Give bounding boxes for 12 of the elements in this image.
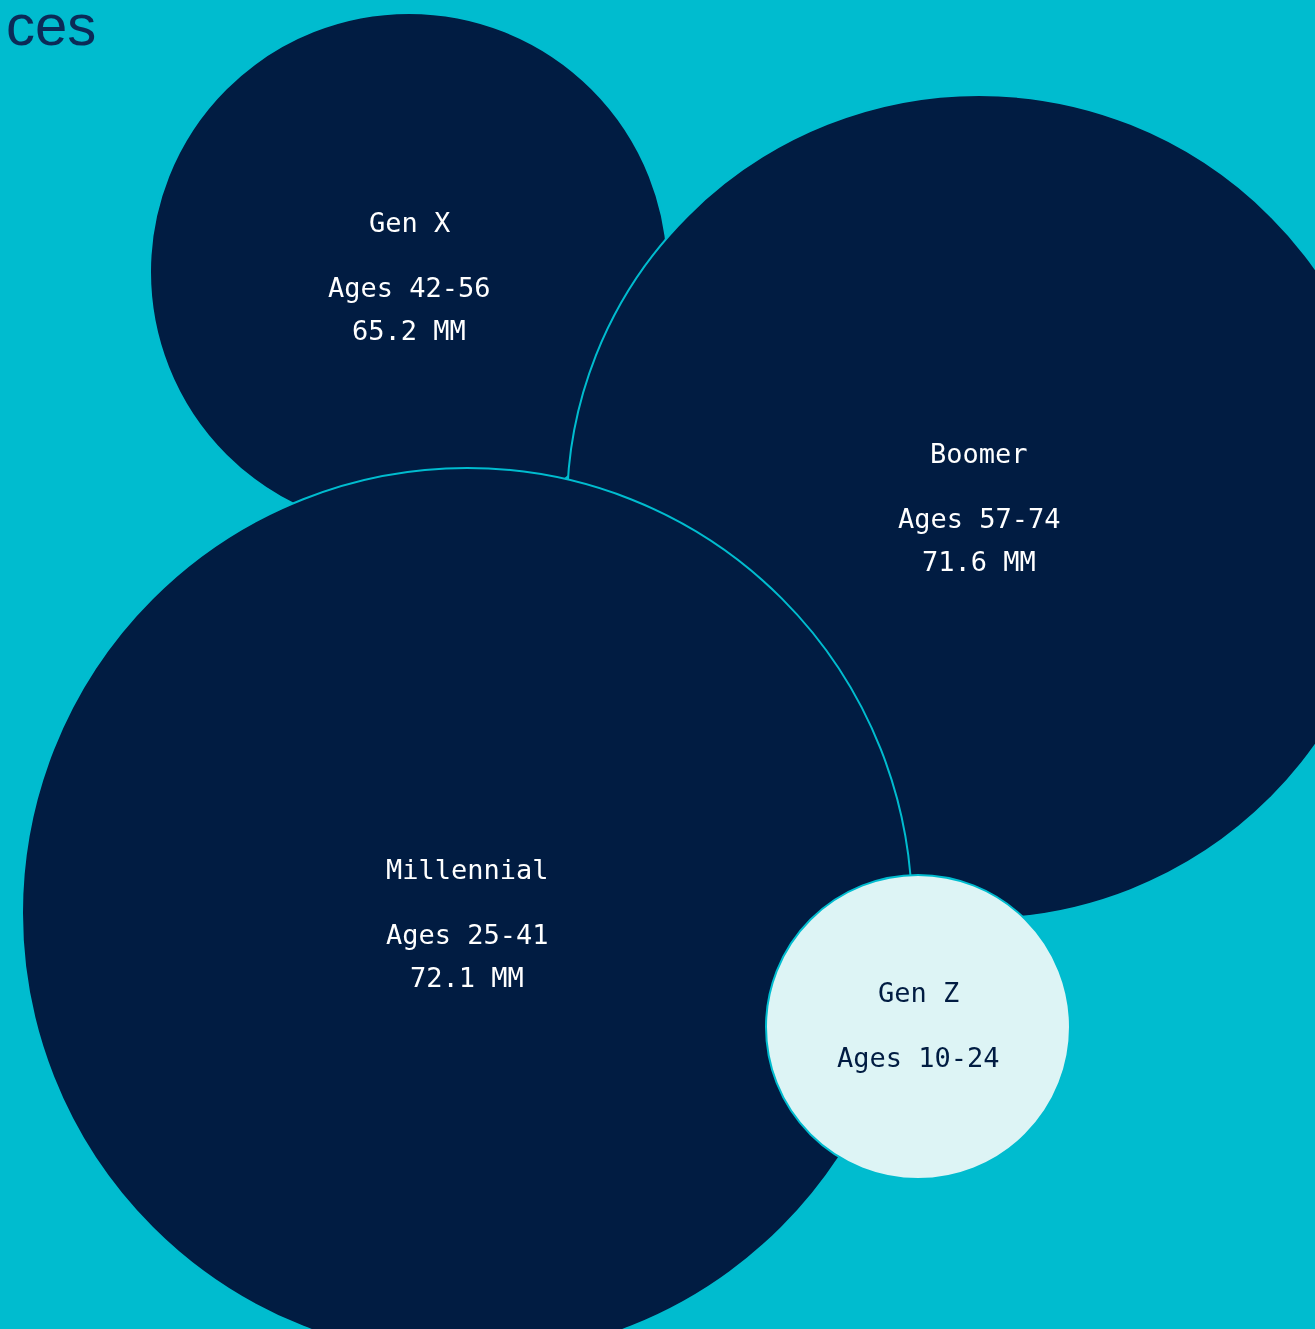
text: Ages 10-24 (837, 1042, 1000, 1073)
category-label: Gen X (369, 207, 451, 238)
category-label: Millennial (386, 854, 549, 885)
data-label: 72.1 MM (410, 962, 524, 993)
text: ces (6, 0, 97, 57)
category-label: Gen Z (878, 977, 960, 1008)
data-label: 65.2 MM (352, 315, 466, 346)
text: Ages 57-74 (898, 503, 1061, 534)
category-label: Boomer (930, 438, 1028, 469)
text: Ages 25-41 (386, 919, 549, 950)
text: Ages 42-56 (328, 272, 491, 303)
data-label: 71.6 MM (922, 546, 1036, 577)
